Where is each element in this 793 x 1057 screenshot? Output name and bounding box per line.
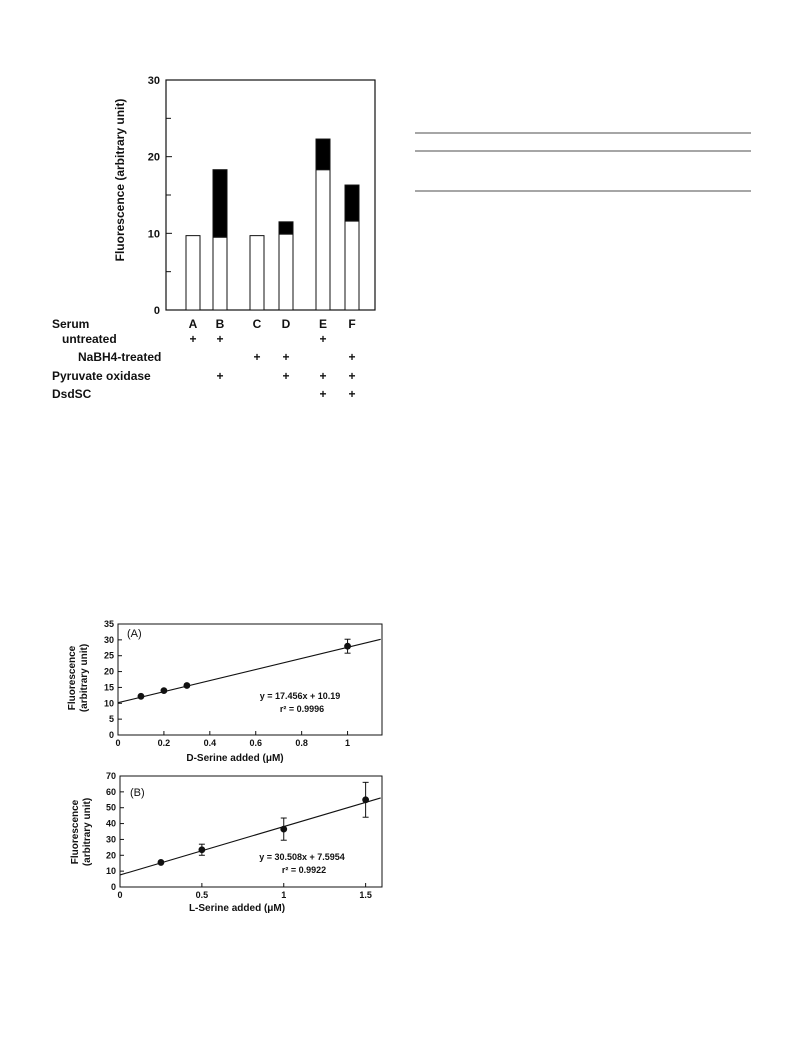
y-tick-label: 25 xyxy=(104,651,114,661)
scatter-panel-a: (A) y = 17.456x + 10.19 r² = 0.9996 Fluo… xyxy=(67,619,383,764)
y-tick-label: 40 xyxy=(106,819,116,829)
bar-chart: 0 10 20 30 Fluorescence (arbitrary unit) A B… xyxy=(52,75,376,401)
bar-category-d: D xyxy=(282,317,291,331)
bar-f-segment-0 xyxy=(344,220,360,311)
bar-y-ticks: 0 10 20 30 xyxy=(148,75,172,317)
condition-mark: + xyxy=(282,369,289,383)
data-point xyxy=(160,687,168,694)
x-tick-label: 1 xyxy=(281,890,286,900)
panel-b-r2: r² = 0.9922 xyxy=(282,865,326,875)
bar-category-c: C xyxy=(253,317,262,331)
bar-d-segment-1 xyxy=(278,221,294,235)
condition-mark: + xyxy=(348,369,355,383)
panel-a-equation: y = 17.456x + 10.19 xyxy=(260,691,341,701)
condition-mark: + xyxy=(282,350,289,364)
y-tick-label: 60 xyxy=(106,787,116,797)
y-tick-label: 20 xyxy=(104,667,114,677)
table-rules xyxy=(415,132,751,192)
condition-mark: + xyxy=(348,350,355,364)
bar-a-segment-0 xyxy=(185,235,201,311)
bar-c-segment-0 xyxy=(249,235,265,311)
condition-mark: + xyxy=(189,332,196,346)
bar-y-tick-label: 10 xyxy=(148,228,160,240)
row-label-nabh4-treated: NaBH4-treated xyxy=(78,350,161,364)
bar-b-segment-0 xyxy=(212,236,228,311)
bar-y-tick-label: 20 xyxy=(148,152,160,164)
x-tick-label: 1.5 xyxy=(359,890,372,900)
y-tick-label: 10 xyxy=(104,698,114,708)
scatter-panel-b: (B) y = 30.508x + 7.5954 r² = 0.9922 Flu… xyxy=(70,771,383,914)
bar-category-f: F xyxy=(348,317,355,331)
condition-mark: + xyxy=(319,369,326,383)
condition-mark: + xyxy=(216,332,223,346)
panel-b-equation: y = 30.508x + 7.5954 xyxy=(259,852,345,862)
data-point xyxy=(137,692,145,700)
x-tick-label: 0.4 xyxy=(204,738,217,748)
data-point xyxy=(183,682,191,689)
bar-e-segment-0 xyxy=(315,169,331,311)
y-tick-label: 10 xyxy=(106,866,116,876)
row-label-untreated: untreated xyxy=(62,332,117,346)
fit-line xyxy=(117,638,381,704)
panel-a-y-label-line1: Fluorescence xyxy=(67,645,78,710)
panel-a-y-label-line2: (arbitrary unit) xyxy=(79,644,90,712)
bar-y-tick-label: 0 xyxy=(154,305,160,317)
panel-a-r2: r² = 0.9996 xyxy=(280,704,324,714)
panel-b-x-label: L-Serine added (μM) xyxy=(189,903,285,914)
condition-marks: + + + + + + + + + + + + xyxy=(189,332,355,401)
x-tick-label: 0.6 xyxy=(249,738,262,748)
y-tick-label: 5 xyxy=(109,714,114,724)
y-tick-label: 50 xyxy=(106,803,116,813)
panel-a-label: (A) xyxy=(127,628,142,640)
x-tick-label: 0.8 xyxy=(295,738,308,748)
x-tick-label: 1 xyxy=(345,738,350,748)
bar-y-tick-label: 30 xyxy=(148,75,160,87)
bar-category-labels: A B C D E F xyxy=(189,317,356,331)
bar-b-segment-1 xyxy=(212,169,228,238)
y-tick-label: 15 xyxy=(104,682,114,692)
x-tick-label: 0 xyxy=(117,890,122,900)
condition-mark: + xyxy=(216,369,223,383)
bar-d-segment-0 xyxy=(278,233,294,311)
bar-marks xyxy=(185,138,360,311)
bar-e-segment-1 xyxy=(315,138,331,171)
data-point xyxy=(362,796,370,804)
condition-mark: + xyxy=(253,350,260,364)
panel-b-y-label-line1: Fluorescence xyxy=(70,799,81,864)
condition-mark: + xyxy=(348,387,355,401)
data-point xyxy=(198,846,206,854)
x-tick-label: 0 xyxy=(115,738,120,748)
bar-category-a: A xyxy=(189,317,198,331)
y-tick-label: 0 xyxy=(109,730,114,740)
x-tick-label: 0.2 xyxy=(158,738,171,748)
panel-b-y-label-line2: (arbitrary unit) xyxy=(82,798,93,866)
y-tick-label: 30 xyxy=(104,635,114,645)
y-tick-label: 70 xyxy=(106,771,116,781)
y-tick-label: 30 xyxy=(106,834,116,844)
y-tick-label: 0 xyxy=(111,882,116,892)
condition-mark: + xyxy=(319,387,326,401)
data-point xyxy=(157,859,165,866)
panel-b-frame xyxy=(119,775,383,888)
bar-f-segment-1 xyxy=(344,184,360,222)
bar-category-e: E xyxy=(319,317,327,331)
bar-category-b: B xyxy=(216,317,225,331)
row-label-dsdsc: DsdSC xyxy=(52,387,92,401)
y-tick-label: 20 xyxy=(106,850,116,860)
y-tick-label: 35 xyxy=(104,619,114,629)
panel-b-label: (B) xyxy=(130,787,145,799)
panel-a-x-label: D-Serine added (μM) xyxy=(186,753,283,764)
data-point xyxy=(280,825,288,833)
x-tick-label: 0.5 xyxy=(196,890,209,900)
row-label-pyruvate-oxidase: Pyruvate oxidase xyxy=(52,369,151,383)
condition-mark: + xyxy=(319,332,326,346)
serum-header: Serum xyxy=(52,317,89,331)
panel-a-frame xyxy=(117,623,383,736)
data-point xyxy=(344,642,351,650)
bar-y-axis-label: Fluorescence (arbitrary unit) xyxy=(113,99,127,262)
